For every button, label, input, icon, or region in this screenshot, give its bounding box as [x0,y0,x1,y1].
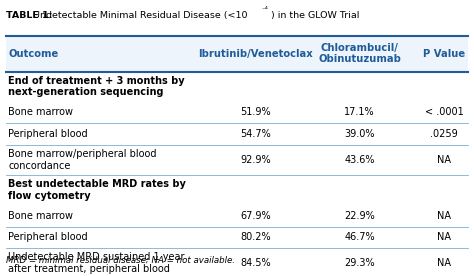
Text: NA: NA [438,155,451,165]
Text: TABLE 1:: TABLE 1: [6,11,56,20]
Text: 67.9%: 67.9% [240,211,271,221]
Text: 22.9%: 22.9% [344,211,375,221]
Bar [6,36,468,71]
Text: 92.9%: 92.9% [240,155,271,165]
Text: ⁻⁴: ⁻⁴ [262,7,269,13]
Text: 84.5%: 84.5% [240,258,271,268]
Text: Outcome: Outcome [9,49,59,59]
Text: 54.7%: 54.7% [240,129,271,139]
Text: Bone marrow/peripheral blood
concordance: Bone marrow/peripheral blood concordance [9,149,157,171]
Text: 29.3%: 29.3% [344,258,375,268]
Text: Ibrutinib/Venetoclax: Ibrutinib/Venetoclax [199,49,313,59]
Text: < .0001: < .0001 [425,107,464,117]
Text: Peripheral blood: Peripheral blood [9,129,88,139]
Text: End of treatment + 3 months by
next-generation sequencing: End of treatment + 3 months by next-gene… [9,76,185,97]
Text: Undetectable Minimal Residual Disease (<10: Undetectable Minimal Residual Disease (<… [34,11,248,20]
Text: 46.7%: 46.7% [344,232,375,242]
Text: .0259: .0259 [430,129,458,139]
Text: Bone marrow: Bone marrow [9,211,73,221]
Text: Bone marrow: Bone marrow [9,107,73,117]
Text: MRD = minimal residual disease; NA = not available.: MRD = minimal residual disease; NA = not… [6,256,235,265]
Text: NA: NA [438,211,451,221]
Text: 43.6%: 43.6% [344,155,375,165]
Text: 51.9%: 51.9% [240,107,271,117]
Text: ) in the GLOW Trial: ) in the GLOW Trial [271,11,359,20]
Text: P Value: P Value [423,49,465,59]
Text: 17.1%: 17.1% [344,107,375,117]
Text: 39.0%: 39.0% [344,129,375,139]
Text: NA: NA [438,232,451,242]
Text: Undetectable MRD sustained 1 year
after treatment, peripheral blood: Undetectable MRD sustained 1 year after … [9,253,185,274]
Text: NA: NA [438,258,451,268]
Text: 80.2%: 80.2% [240,232,271,242]
Text: Best undetectable MRD rates by
flow cytometry: Best undetectable MRD rates by flow cyto… [9,179,186,201]
Text: Chlorambucil/
Obinutuzumab: Chlorambucil/ Obinutuzumab [318,43,401,65]
Text: Peripheral blood: Peripheral blood [9,232,88,242]
